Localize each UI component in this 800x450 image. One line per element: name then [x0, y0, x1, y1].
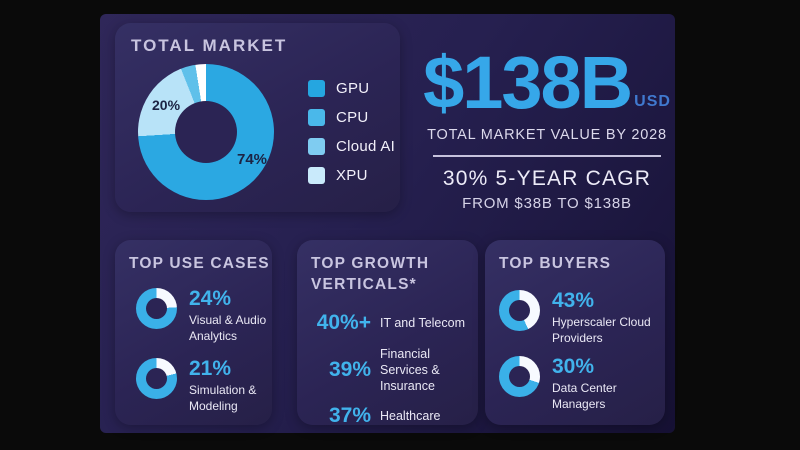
legend-swatch-xpu — [308, 167, 325, 184]
stat-row: 43% Hyperscaler Cloud Providers — [499, 290, 664, 346]
headline-divider — [433, 155, 661, 158]
legend-item-gpu: GPU — [308, 80, 395, 97]
top-use-cases-card: TOP USE CASES 24% Visual & Audio Analyti… — [115, 240, 272, 425]
stat-row: 37% Healthcare — [305, 396, 476, 436]
market-value-currency: USD — [634, 93, 671, 111]
stat-row: 30% Data Center Managers — [499, 356, 664, 412]
top-buyers-card: TOP BUYERS 43% Hyperscaler Cloud Provide… — [485, 240, 665, 425]
legend-swatch-cpu — [308, 109, 325, 126]
top-growth-verticals-card: TOP GROWTH VERTICALS* 40%+ IT and Teleco… — [297, 240, 478, 427]
legend-label: Cloud AI — [336, 138, 396, 155]
legend-label: XPU — [336, 167, 368, 184]
stat-percent: 37% — [328, 404, 371, 427]
stat-percent: 21% — [189, 357, 232, 380]
stat-label: Healthcare — [380, 408, 441, 423]
stat-label: Simulation & Modeling — [189, 383, 257, 413]
donut-ring-icon — [499, 356, 540, 397]
top-use-cases-title: TOP USE CASES — [129, 255, 270, 272]
total-market-donut-chart — [138, 64, 274, 200]
donut-label-cpu: 20% — [152, 97, 181, 113]
legend-item-xpu: XPU — [308, 167, 395, 184]
stat-label: Data Center Managers — [552, 381, 617, 411]
legend-label: CPU — [336, 109, 369, 126]
stat-percent: 39% — [328, 358, 371, 381]
market-value-caption: TOTAL MARKET VALUE BY 2028 — [427, 127, 667, 144]
stat-percent: 24% — [189, 287, 232, 310]
stat-row: 21% Simulation & Modeling — [136, 358, 277, 414]
cagr-detail: FROM $38B TO $138B — [462, 195, 632, 213]
stat-label: Financial Services & Insurance — [380, 346, 440, 394]
stat-percent: 30% — [552, 355, 595, 378]
legend-swatch-cloud-ai — [308, 138, 325, 155]
cagr-stat: 30% 5-YEAR CAGR — [442, 167, 652, 191]
total-market-title: TOTAL MARKET — [131, 36, 288, 55]
infographic-slide: TOTAL MARKET 74% 20% GPU CPU Cloud AI XP… — [100, 14, 675, 433]
stat-percent: 43% — [552, 289, 595, 312]
donut-hole — [175, 101, 237, 163]
top-growth-verticals-title: TOP GROWTH VERTICALS* — [311, 255, 430, 293]
stat-row: 39% Financial Services & Insurance — [305, 347, 476, 394]
donut-ring-icon — [136, 358, 177, 399]
stat-percent: 40%+ — [316, 311, 371, 334]
top-buyers-title: TOP BUYERS — [499, 255, 612, 272]
stat-label: Hyperscaler Cloud Providers — [552, 315, 651, 345]
stat-label: IT and Telecom — [380, 315, 466, 330]
headline-block: $138B USD TOTAL MARKET VALUE BY 2028 30%… — [422, 41, 672, 213]
legend-item-cpu: CPU — [308, 109, 395, 126]
market-value: $138B USD — [422, 41, 672, 124]
legend-swatch-gpu — [308, 80, 325, 97]
legend-label: GPU — [336, 80, 370, 97]
legend-item-cloud-ai: Cloud AI — [308, 138, 395, 155]
donut-label-gpu: 74% — [237, 151, 268, 168]
total-market-card: TOTAL MARKET 74% 20% GPU CPU Cloud AI XP… — [115, 23, 400, 212]
stat-row: 40%+ IT and Telecom — [305, 303, 476, 343]
donut-legend: GPU CPU Cloud AI XPU — [308, 80, 395, 184]
donut-ring-icon — [499, 290, 540, 331]
market-value-amount: $138B — [423, 41, 633, 124]
donut-ring-icon — [136, 288, 177, 329]
stat-label: Visual & Audio Analytics — [189, 313, 267, 343]
stat-row: 24% Visual & Audio Analytics — [136, 288, 277, 344]
